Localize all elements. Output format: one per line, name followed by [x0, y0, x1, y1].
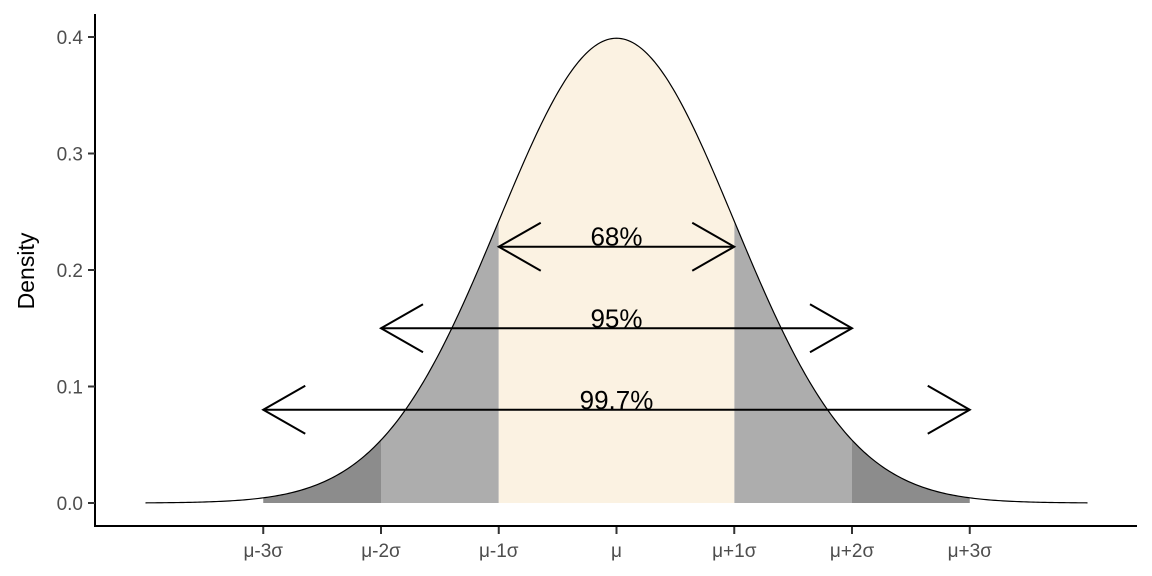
y-tick-label: 0.3: [57, 145, 83, 166]
annotation-2: 99.7%: [261, 384, 972, 435]
shaded-regions: [263, 38, 970, 503]
arrow-head-left: [261, 384, 306, 435]
annotation-label: 68%: [590, 222, 642, 252]
annotation-label: 95%: [590, 303, 642, 333]
x-tick-label: μ+2σ: [830, 541, 875, 562]
x-tick-label: μ-2σ: [361, 541, 401, 562]
y-tick-label: 0.4: [57, 28, 84, 49]
arrow-head-left: [378, 303, 424, 354]
arrow-head-left: [496, 221, 542, 272]
y-tick-label: 0.2: [57, 261, 83, 282]
x-tick-label: μ+1σ: [712, 541, 757, 562]
x-axis-ticks: μ-3σ μ-2σ μ-1σ μ μ+1σ μ+2σ μ+3σ: [243, 527, 992, 562]
annotation-1: 95%: [378, 303, 855, 354]
percentage-annotations: 68% 95% 99.7%: [261, 221, 972, 435]
y-tick-label: 0.0: [57, 494, 83, 515]
annotation-label: 99.7%: [580, 385, 654, 415]
y-axis-title: Density: [13, 232, 39, 309]
x-tick-label: μ: [611, 541, 622, 562]
shaded-region-1: [852, 440, 970, 503]
annotation-0: 68%: [496, 221, 737, 272]
y-axis-ticks: 0.0 0.1 0.2 0.3 0.4: [57, 28, 95, 515]
shaded-region-0: [263, 440, 381, 503]
arrow-head-right: [927, 384, 972, 435]
arrow-head-right: [809, 303, 855, 354]
shaded-region-4: [498, 38, 735, 503]
x-tick-label: μ-3σ: [243, 541, 283, 562]
arrow-head-right: [691, 221, 737, 272]
y-tick-label: 0.1: [57, 378, 83, 399]
x-tick-label: μ+3σ: [948, 541, 993, 562]
x-tick-label: μ-1σ: [479, 541, 519, 562]
density-curve: [145, 37, 1088, 504]
